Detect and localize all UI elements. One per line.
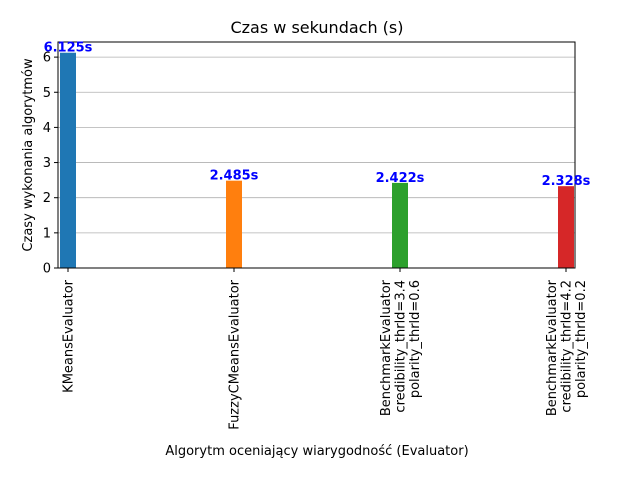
bar-data-label: 2.422s	[376, 171, 425, 186]
bar-data-label: 2.328s	[542, 174, 591, 189]
chart-title: Czas w sekundach (s)	[230, 18, 403, 37]
x-axis-label: Algorytm oceniający wiarygodność (Evalua…	[165, 444, 468, 459]
y-tick-label: 1	[43, 226, 51, 241]
x-tick-label-line: FuzzyCMeansEvaluator	[228, 279, 243, 429]
bar-data-label: 2.485s	[210, 169, 259, 184]
plot-frame	[57, 41, 576, 269]
x-tick-label-line: polarity_thrld=0.2	[574, 280, 589, 398]
x-tick-label: KMeansEvaluator	[62, 279, 77, 392]
axes: 0 1 2 3 4 5 6 KMeansEvaluator FuzzyCMeansEvaluat…	[43, 41, 589, 430]
y-tick-label: 6	[43, 51, 51, 66]
y-tick-label: 3	[43, 156, 51, 171]
data-labels: 6.125s 2.485s 2.422s 2.328s	[44, 41, 591, 189]
x-tick-label-line: credibility_thrld=3.4	[394, 280, 409, 413]
bars	[60, 52, 574, 268]
y-axis-label: Czasy wykonania algorytmów	[21, 58, 36, 252]
x-tick-label: BenchmarkEvaluator credibility_thrld=4.2 p…	[545, 279, 589, 416]
bar-data-label: 6.125s	[44, 41, 93, 56]
x-tick-label: BenchmarkEvaluator credibility_thrld=3.4 p…	[379, 279, 423, 416]
y-tick-label: 2	[43, 191, 51, 206]
x-tick-label-line: BenchmarkEvaluator	[545, 279, 560, 416]
y-tick-label: 4	[43, 121, 51, 136]
x-tick-label-line: credibility_thrld=4.2	[560, 280, 575, 413]
bar	[60, 52, 76, 268]
x-tick-label: FuzzyCMeansEvaluator	[228, 279, 243, 429]
x-tick-label-line: BenchmarkEvaluator	[379, 279, 394, 416]
bar	[558, 186, 574, 268]
bar	[392, 182, 408, 268]
x-tick-label-line: polarity_thrld=0.6	[408, 280, 423, 398]
bar	[226, 180, 242, 268]
x-tick-label-line: KMeansEvaluator	[62, 279, 77, 392]
y-tick-label: 5	[43, 86, 51, 101]
y-tick-label: 0	[43, 262, 51, 277]
gridlines	[58, 56, 575, 269]
